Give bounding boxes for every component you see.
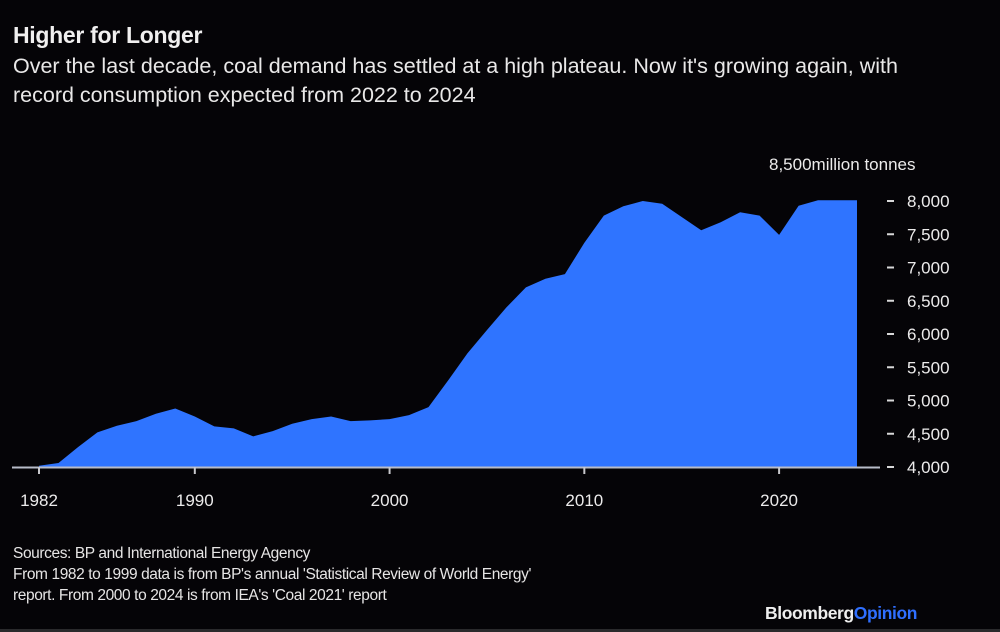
brand-bloomberg: Bloomberg (765, 603, 854, 623)
y-tick-label: 6,000 (907, 325, 950, 344)
y-axis-unit-label: 8,500million tonnes (769, 155, 916, 174)
chart-title: Higher for Longer (13, 22, 203, 48)
y-tick-label: 5,000 (907, 392, 950, 411)
area-series-coal-demand (39, 200, 857, 468)
y-tick-label: 5,500 (907, 358, 950, 377)
source-line-3: report. From 2000 to 2024 is from IEA's … (13, 587, 387, 604)
y-axis: 4,000 4,500 5,000 5,500 6,000 6,500 7,000 7,500… (887, 192, 950, 477)
source-line-1: Sources: BP and International Energy Age… (13, 545, 311, 562)
y-tick-label: 7,500 (907, 225, 950, 244)
x-tick-label: 2010 (565, 491, 603, 510)
chart-subtitle: Over the last decade, coal demand has se… (13, 54, 898, 107)
bloomberg-opinion-logo: BloombergOpinion (765, 603, 917, 624)
y-tick-label: 7,000 (907, 259, 950, 278)
x-axis: 1982 1990 2000 2010 2020 (12, 466, 880, 510)
bottom-divider (0, 629, 1000, 632)
x-tick-label: 2000 (371, 491, 409, 510)
brand-opinion: Opinion (853, 603, 918, 623)
y-tick-label: 6,500 (907, 292, 950, 311)
source-note: Sources: BP and International Energy Age… (13, 543, 531, 606)
source-line-2: From 1982 to 1999 data is from BP's annu… (13, 566, 532, 583)
x-tick-label: 2020 (760, 491, 798, 510)
y-tick-label: 4,500 (907, 425, 950, 444)
x-tick-label: 1990 (176, 491, 214, 510)
y-tick-label: 4,000 (907, 458, 950, 477)
x-tick-label: 1982 (20, 491, 58, 510)
y-tick-label: 8,000 (907, 192, 950, 211)
